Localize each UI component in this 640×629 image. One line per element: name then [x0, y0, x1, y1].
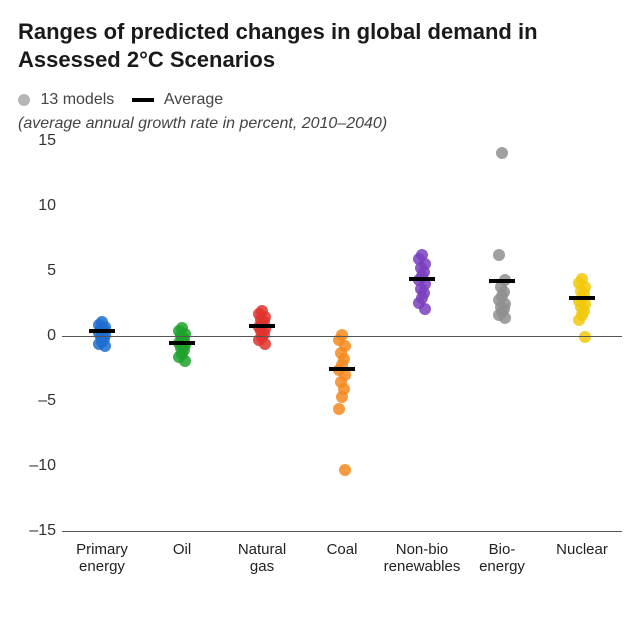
- data-point: [419, 303, 431, 315]
- legend-models: 13 models: [18, 91, 114, 109]
- zero-line: [62, 336, 622, 337]
- legend-average-dash-icon: [132, 98, 154, 102]
- legend-models-dot-icon: [18, 94, 30, 106]
- data-point: [259, 338, 271, 350]
- y-tick-label: –10: [29, 457, 62, 475]
- data-point: [99, 340, 111, 352]
- x-tick-label: Oil: [173, 531, 191, 558]
- data-point: [493, 249, 505, 261]
- data-point: [579, 331, 591, 343]
- y-tick-label: 5: [47, 262, 62, 280]
- data-point: [339, 464, 351, 476]
- x-tick-label: Primary energy: [76, 531, 128, 576]
- data-point: [336, 391, 348, 403]
- y-tick-label: –15: [29, 522, 62, 540]
- legend: 13 models Average: [18, 91, 622, 109]
- average-marker: [329, 367, 355, 371]
- average-marker: [409, 277, 435, 281]
- average-marker: [89, 329, 115, 333]
- y-tick-label: 0: [47, 327, 62, 345]
- data-point: [573, 314, 585, 326]
- data-point: [333, 403, 345, 415]
- x-tick-label: Nuclear: [556, 531, 608, 558]
- average-marker: [569, 296, 595, 300]
- x-axis-line: [62, 531, 622, 532]
- x-tick-label: Non-bio renewables: [384, 531, 461, 576]
- x-tick-label: Natural gas: [238, 531, 286, 576]
- legend-models-label: 13 models: [40, 91, 114, 108]
- x-tick-label: Bio- energy: [479, 531, 525, 576]
- y-tick-label: 10: [38, 197, 62, 215]
- y-tick-label: –5: [38, 392, 62, 410]
- average-marker: [249, 324, 275, 328]
- x-tick-label: Coal: [327, 531, 358, 558]
- average-marker: [169, 341, 195, 345]
- legend-average-label: Average: [164, 91, 223, 108]
- data-point: [499, 312, 511, 324]
- average-marker: [489, 279, 515, 283]
- legend-average: Average: [132, 91, 223, 109]
- chart-subtitle: (average annual growth rate in percent, …: [18, 115, 622, 133]
- data-point: [179, 355, 191, 367]
- y-tick-label: 15: [38, 132, 62, 150]
- chart-title: Ranges of predicted changes in global de…: [18, 18, 622, 73]
- chart-area: Primary energyOilNatural gasCoalNon-bio …: [62, 141, 622, 531]
- data-point: [496, 147, 508, 159]
